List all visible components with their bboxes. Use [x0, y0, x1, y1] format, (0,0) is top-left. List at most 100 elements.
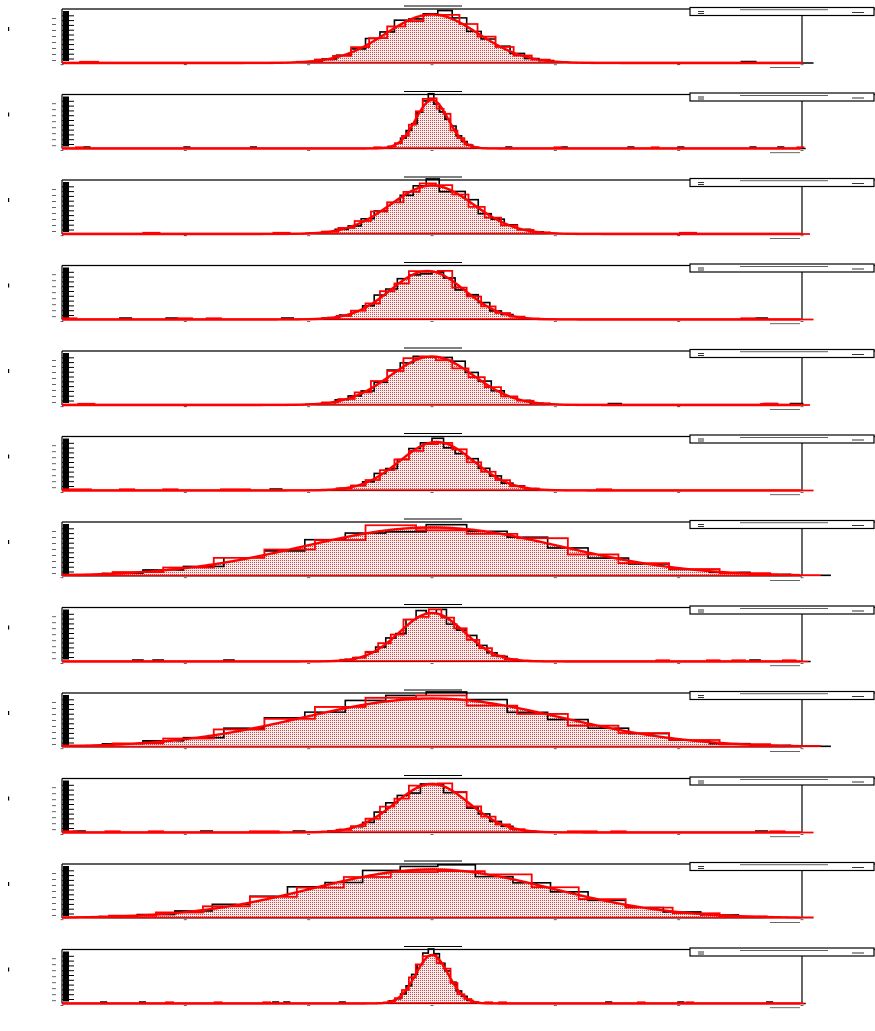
y-tick-label — [52, 555, 56, 556]
x-tick-label — [307, 64, 311, 66]
x-tick-label — [677, 150, 681, 151]
legend-box — [689, 605, 875, 615]
x-tick-label — [800, 321, 804, 322]
x-axis-title — [770, 922, 800, 923]
x-tick-label — [430, 406, 434, 408]
y-tick-label — [52, 42, 56, 43]
y-tick-label — [52, 145, 56, 147]
x-tick-label — [553, 406, 557, 408]
y-tick-label — [52, 1000, 56, 1002]
y-axis-label — [8, 27, 10, 31]
model-fill — [62, 184, 802, 234]
model-curve — [61, 526, 801, 577]
y-tick-label — [52, 366, 56, 367]
x-tick-label — [183, 1005, 187, 1006]
x-tick-label — [307, 834, 311, 835]
x-tick-label — [800, 663, 804, 664]
y-tick-label — [52, 982, 56, 984]
model-fill — [62, 526, 802, 576]
x-tick-label — [307, 492, 311, 493]
y-axis-bar — [63, 353, 69, 403]
x-tick-label — [430, 235, 434, 237]
y-tick-label — [52, 372, 56, 373]
y-tick-label — [52, 720, 56, 721]
y-tick-label — [52, 616, 56, 618]
x-tick-label — [677, 919, 681, 921]
x-tick-label — [60, 64, 64, 66]
x-tick-label — [800, 492, 804, 493]
y-tick-label — [52, 885, 56, 886]
y-tick-label — [52, 970, 56, 972]
x-tick-label — [307, 748, 311, 750]
x-tick-label — [430, 663, 434, 664]
model-fill — [62, 98, 802, 149]
x-tick-label — [430, 577, 434, 579]
y-tick-label — [52, 48, 56, 49]
x-tick-label — [677, 748, 681, 750]
x-tick-label — [307, 406, 311, 408]
y-tick-label — [52, 360, 56, 361]
histogram-panel-10 — [8, 775, 875, 838]
x-tick-label — [430, 748, 434, 750]
y-tick-label — [52, 60, 56, 61]
x-tick-label — [553, 150, 557, 151]
model-curve — [61, 697, 801, 748]
x-tick-label — [60, 1005, 64, 1006]
x-tick-label — [677, 1005, 681, 1006]
y-tick-label — [52, 793, 56, 795]
y-tick-label — [52, 54, 56, 55]
x-tick-label — [430, 492, 434, 493]
y-tick-label — [52, 310, 56, 312]
x-tick-label — [183, 919, 187, 921]
model-fill — [62, 611, 802, 662]
legend-box — [689, 348, 875, 359]
y-tick-label — [52, 531, 56, 532]
y-axis-label — [8, 540, 10, 544]
y-tick-label — [52, 127, 56, 129]
model-fill — [62, 953, 802, 1004]
y-tick-label — [52, 732, 56, 733]
y-axis-bar — [63, 182, 69, 232]
y-tick-label — [52, 915, 56, 916]
x-axis-title — [770, 238, 800, 239]
y-tick-label — [52, 573, 56, 574]
x-tick-label — [553, 492, 557, 493]
y-tick-label — [52, 286, 56, 288]
x-tick-label — [60, 406, 64, 408]
legend-box — [689, 263, 875, 273]
y-tick-label — [52, 903, 56, 904]
y-tick-label — [52, 976, 56, 978]
y-axis-label — [8, 198, 10, 202]
x-tick-label — [430, 64, 434, 66]
y-tick-label — [52, 805, 56, 807]
y-tick-label — [52, 121, 56, 123]
y-tick-label — [52, 897, 56, 898]
y-tick-label — [52, 708, 56, 709]
x-tick-label — [60, 919, 64, 921]
y-tick-label — [52, 487, 56, 489]
x-tick-label — [800, 577, 804, 579]
y-axis-label — [8, 882, 10, 886]
x-tick-label — [553, 919, 557, 921]
x-tick-label — [553, 321, 557, 322]
x-axis-title — [770, 409, 800, 410]
x-tick-label — [183, 235, 187, 237]
histogram-panel-7 — [8, 518, 875, 581]
x-tick-label — [800, 150, 804, 151]
x-axis-title — [770, 751, 800, 752]
y-tick-label — [52, 292, 56, 294]
y-tick-label — [52, 829, 56, 831]
y-axis-label — [8, 796, 10, 801]
y-tick-label — [52, 298, 56, 300]
histogram-panel-2 — [8, 91, 875, 154]
y-tick-label — [52, 396, 56, 397]
y-tick-label — [52, 811, 56, 813]
y-axis-label — [8, 454, 10, 459]
x-tick-label — [677, 321, 681, 322]
x-tick-label — [60, 150, 64, 151]
x-tick-label — [800, 235, 804, 237]
x-axis-title — [770, 67, 800, 68]
x-tick-label — [800, 1005, 804, 1006]
y-tick-label — [52, 628, 56, 630]
y-tick-label — [52, 799, 56, 801]
